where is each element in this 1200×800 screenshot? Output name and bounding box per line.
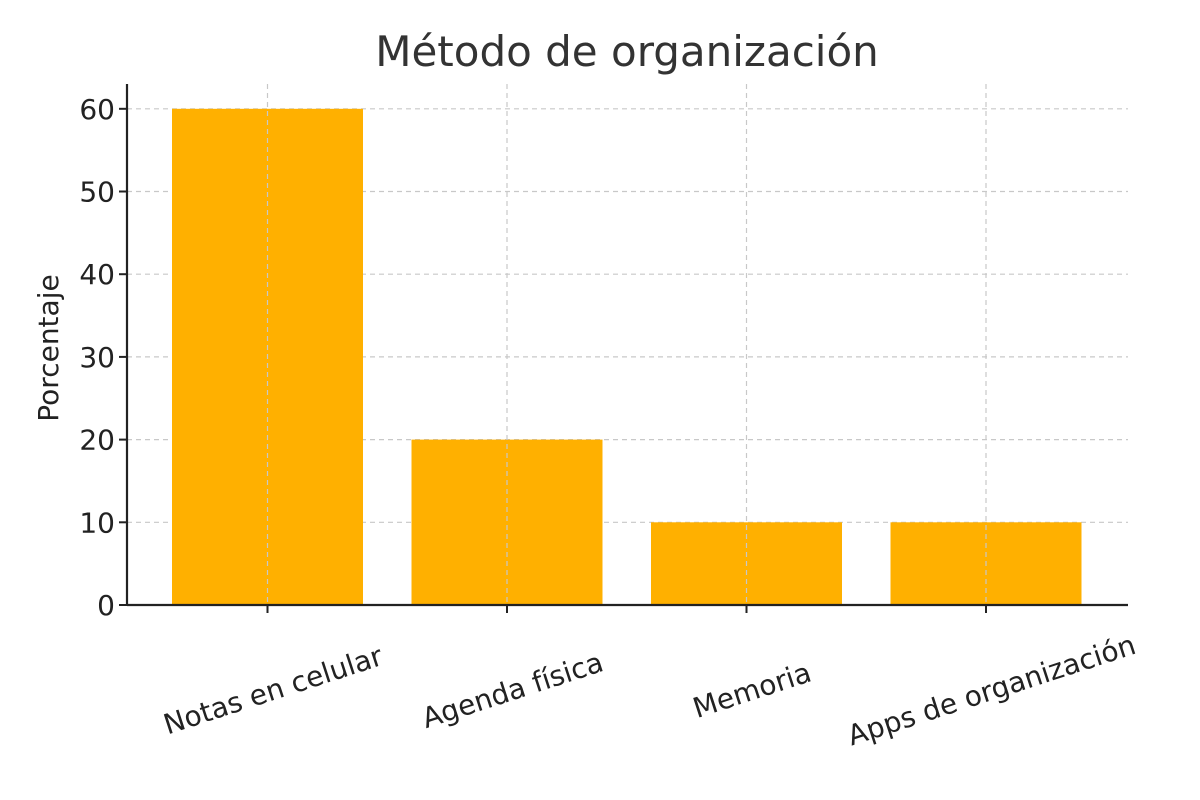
y-tick-label: 40 bbox=[79, 258, 115, 291]
y-tick-label: 10 bbox=[79, 506, 115, 539]
x-ticks: Notas en celular Agenda física Memoria Apps… bbox=[159, 605, 1140, 752]
axes bbox=[125, 84, 1128, 607]
x-tick-label: Apps de organización bbox=[844, 628, 1140, 752]
vertical-gridlines bbox=[266, 84, 987, 605]
y-tick-label: 20 bbox=[79, 424, 115, 457]
y-ticks: 0 10 20 30 40 50 60 bbox=[79, 93, 127, 622]
x-tick-label: Notas en celular bbox=[159, 639, 387, 741]
y-axis-label: Porcentaje bbox=[32, 274, 65, 421]
y-tick-label: 50 bbox=[79, 176, 115, 209]
y-tick-label: 30 bbox=[79, 341, 115, 374]
x-tick-label: Memoria bbox=[689, 656, 815, 725]
chart-title: Método de organización bbox=[375, 27, 879, 76]
y-tick-label: 60 bbox=[79, 93, 115, 126]
x-tick-label: Agenda física bbox=[418, 646, 607, 736]
y-tick-label: 0 bbox=[97, 589, 115, 622]
bar bbox=[411, 439, 603, 605]
